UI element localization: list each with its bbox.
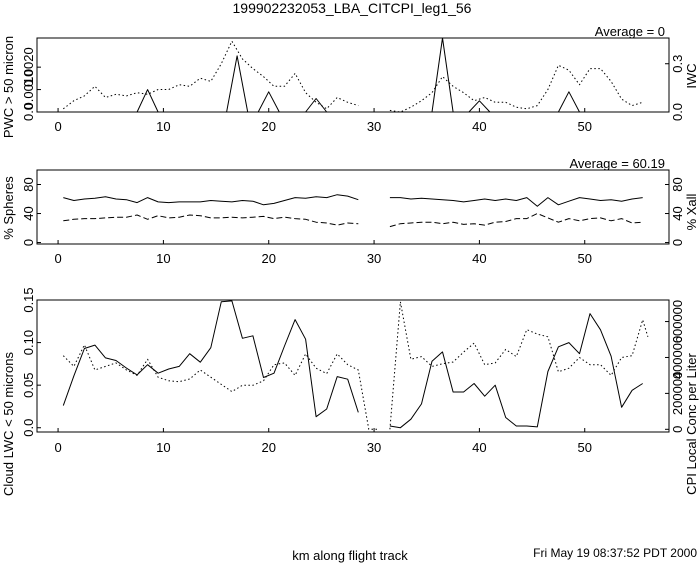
panel-2-series-xall-segment-2 <box>389 213 643 228</box>
panel-1-series-pwc-50-micron-segment-1 <box>63 55 359 113</box>
panel-2-series-spheres-segment-2 <box>389 197 643 207</box>
panel-1-left-y-tick-label: 0.0 <box>21 103 36 121</box>
panel-3-x-tick-label: 50 <box>577 440 591 455</box>
panel-2-x-tick-label: 0 <box>54 251 61 266</box>
panel-3-right-ylabel: CPI Local Conc per Liter <box>684 353 699 495</box>
panel-2-left-y-tick-label: 40 <box>21 206 36 220</box>
panel-2-right-ylabel: % Xall <box>684 193 699 230</box>
panel-1-series-iwc-segment-1 <box>62 40 359 110</box>
panel-3-left-y-tick-label: 0.10 <box>21 330 36 355</box>
timestamp: Fri May 19 08:37:52 PDT 2000 <box>533 546 697 560</box>
panel-3: Cloud LWC < 50 microns CPI Local Conc pe… <box>1 287 699 496</box>
panel-3-x-tick-label: 0 <box>54 440 61 455</box>
panel-3-x-tick-label: 30 <box>367 440 381 455</box>
panel-2-left-y-tick-label: 0 <box>21 239 36 246</box>
panel-1-series-pwc-50-micron-segment-2 <box>389 37 643 113</box>
panel-1-x-tick-label: 30 <box>367 119 381 134</box>
panel-3-series-cloud-lwc-50-microns-segment-1 <box>62 300 359 418</box>
panel-1-series-iwc-segment-2 <box>389 64 643 113</box>
panel-3-right-y-tick-label: 600000 <box>670 300 685 343</box>
panel-3-right-y-tick-label: 200000 <box>670 372 685 415</box>
panel-3-right-y-tick-label: 400000 <box>670 336 685 379</box>
panel-3-right-y-tick-label: 0 <box>670 426 685 433</box>
panel-1-x-tick-label: 0 <box>54 119 61 134</box>
panel-2-left-ylabel: % Spheres <box>1 176 16 240</box>
panel-1-left-y-tick-label: 0.0010 <box>21 70 36 110</box>
panel-2-x-tick-label: 20 <box>261 251 275 266</box>
panel-2-series-spheres-segment-1 <box>63 194 359 206</box>
panel-1-x-tick-label: 50 <box>577 119 591 134</box>
panel-1-left-y-tick-label: 0.0020 <box>21 47 36 87</box>
panel-2-average-note: Average = 60.19 <box>569 156 665 171</box>
panel-1-right-y-tick-label: 0.3 <box>670 55 685 73</box>
panel-1: Average = 0 PWC > 50 micron IWC 0 10 20 30 4… <box>1 24 699 138</box>
panel-3-series-cloud-lwc-50-microns-segment-2 <box>389 313 643 429</box>
panel-1-x-tick-label: 10 <box>156 119 170 134</box>
panel-2-x-tick-label: 30 <box>367 251 381 266</box>
chart-title: 199902232053_LBA_CITCPI_leg1_56 <box>233 0 472 16</box>
panel-2-right-y-tick-label: 0 <box>670 239 685 246</box>
panel-2-right-y-tick-label: 80 <box>670 177 685 191</box>
panel-1-right-y-tick-label: 0.0 <box>670 103 685 121</box>
panel-3-x-tick-label: 10 <box>156 440 170 455</box>
panel-2: Average = 60.19 % Spheres % Xall 0 10 20 30… <box>1 156 699 266</box>
panel-3-x-tick-label: 40 <box>472 440 486 455</box>
panel-3-left-y-tick-label: 0.05 <box>21 373 36 398</box>
panel-2-series-xall-segment-1 <box>63 214 359 226</box>
panel-1-left-ylabel: PWC > 50 micron <box>1 36 16 138</box>
panel-3-left-y-tick-label: 0.15 <box>21 287 36 312</box>
panel-3-series-cpi-local-conc-per-liter-segment-1 <box>62 344 380 430</box>
panel-2-left-y-tick-label: 80 <box>21 177 36 191</box>
panel-2-frame <box>36 169 670 245</box>
panel-3-series-cpi-local-conc-per-liter-segment-2 <box>389 301 649 430</box>
panel-1-x-tick-label: 40 <box>472 119 486 134</box>
panel-2-x-tick-label: 10 <box>156 251 170 266</box>
panel-3-frame <box>36 299 670 433</box>
panel-1-right-ylabel: IWC <box>684 63 699 88</box>
panel-2-x-tick-label: 50 <box>577 251 591 266</box>
panel-2-x-tick-label: 40 <box>472 251 486 266</box>
panel-2-right-y-tick-label: 40 <box>670 206 685 220</box>
panel-3-left-y-tick-label: 0.0 <box>21 419 36 437</box>
x-axis-label: km along flight track <box>292 548 408 563</box>
panel-3-x-tick-label: 20 <box>261 440 275 455</box>
panel-1-average-note: Average = 0 <box>595 24 665 39</box>
panel-1-x-tick-label: 20 <box>261 119 275 134</box>
panel-3-left-ylabel: Cloud LWC < 50 microns <box>1 352 16 496</box>
